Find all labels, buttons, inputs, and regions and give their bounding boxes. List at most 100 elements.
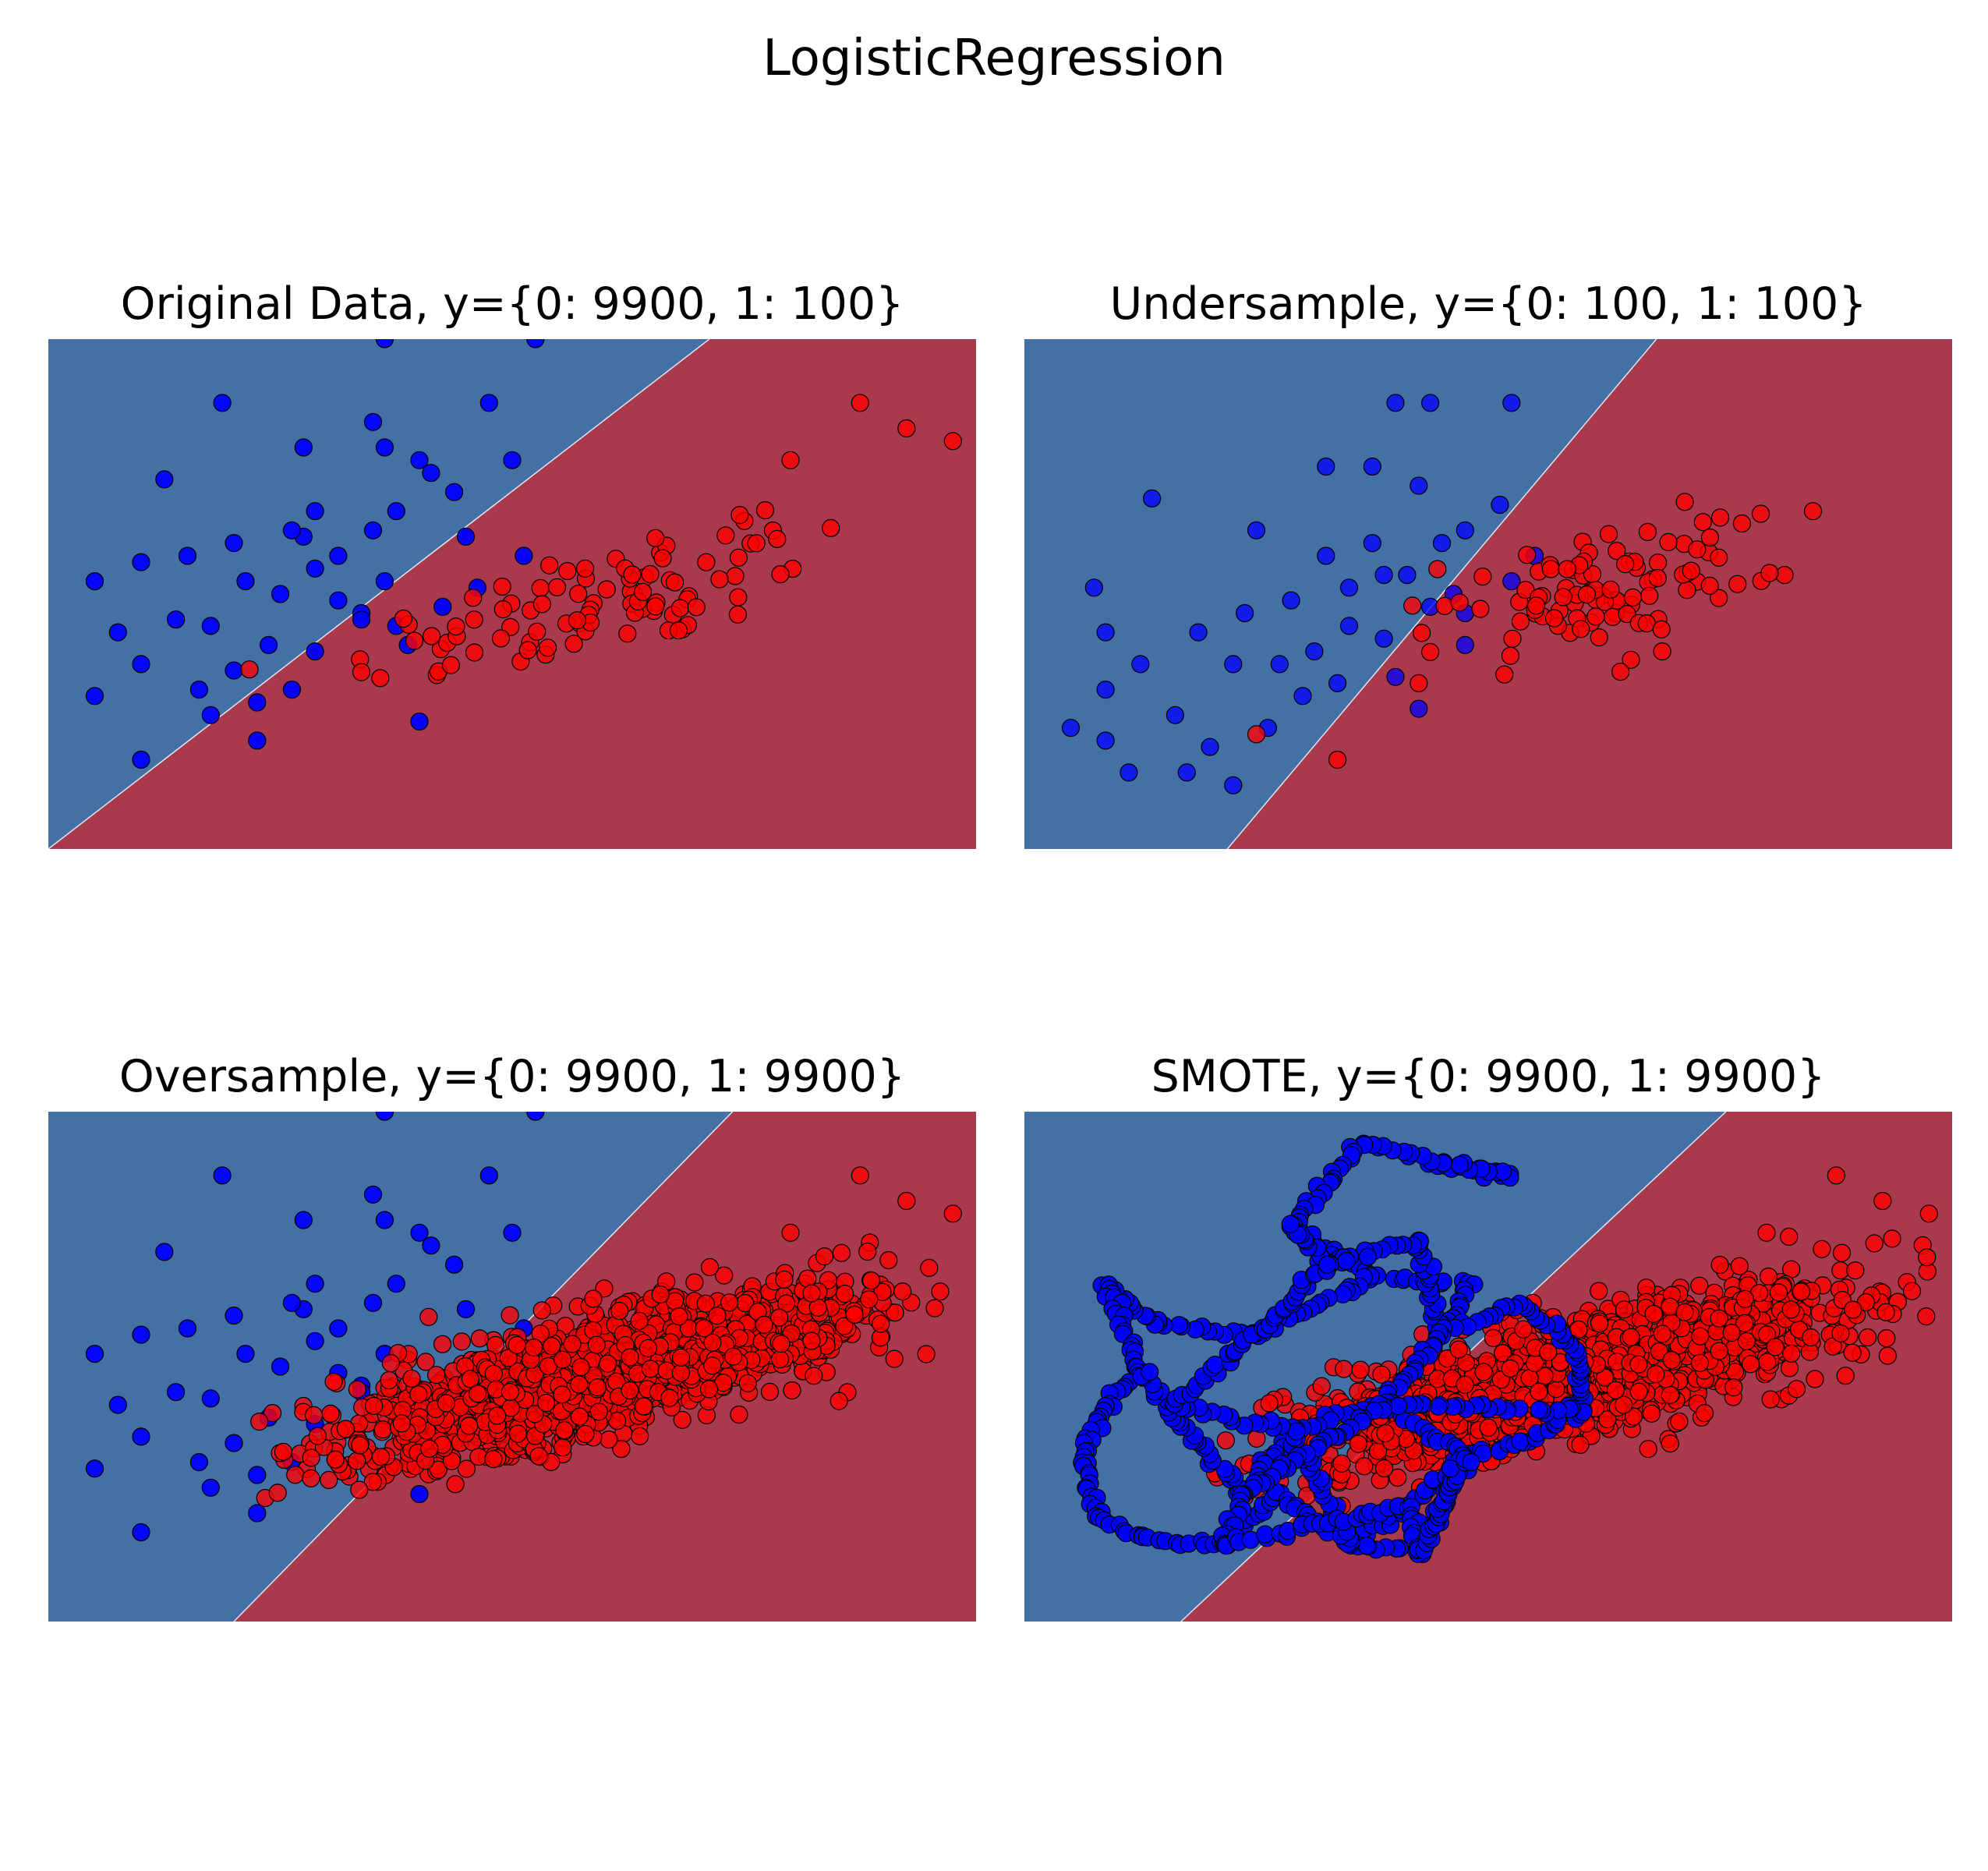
point-class-0: [387, 502, 405, 521]
point-class-1: [943, 432, 962, 451]
point-class-1: [486, 1335, 505, 1354]
point-class-1: [1590, 1314, 1609, 1333]
point-class-1: [452, 1332, 471, 1351]
point-class-1: [416, 1353, 435, 1371]
point-class-1: [305, 1406, 324, 1424]
point-class-0: [201, 1389, 220, 1408]
point-class-1: [917, 1345, 936, 1363]
point-class-1: [373, 1420, 392, 1439]
point-class-1: [651, 1285, 670, 1304]
point-class-1: [351, 1436, 370, 1455]
point-class-1: [802, 1284, 821, 1303]
point-class-1: [1332, 1454, 1351, 1473]
point-class-1: [1831, 1324, 1850, 1342]
point-class-1: [653, 549, 672, 568]
point-class-0: [225, 661, 243, 680]
point-class-0: [132, 655, 150, 674]
point-class-0: [1256, 1525, 1275, 1544]
point-class-1: [501, 1382, 520, 1402]
point-class-1: [638, 1339, 658, 1357]
point-class-1: [1710, 589, 1728, 607]
point-class-1: [1735, 1289, 1755, 1308]
point-class-0: [282, 1293, 301, 1312]
point-class-1: [499, 1349, 518, 1367]
point-class-0: [1166, 706, 1184, 724]
point-class-1: [532, 1301, 551, 1320]
point-class-1: [1514, 1320, 1533, 1339]
point-class-1: [1571, 1435, 1590, 1454]
point-class-1: [600, 1430, 618, 1449]
point-class-0: [1386, 394, 1405, 412]
point-class-1: [363, 1473, 382, 1491]
point-class-0: [248, 731, 267, 750]
point-class-0: [1061, 719, 1081, 737]
point-class-1: [553, 1350, 572, 1369]
point-class-0: [1201, 737, 1219, 756]
point-class-1: [555, 1420, 574, 1440]
point-class-1: [1690, 1353, 1710, 1372]
point-class-0: [410, 1223, 429, 1242]
point-class-1: [1737, 1332, 1756, 1350]
point-class-1: [1710, 1309, 1728, 1328]
scatter-plot: [48, 1112, 976, 1622]
point-class-0: [1530, 1400, 1548, 1419]
point-class-1: [558, 561, 577, 581]
point-class-1: [1541, 560, 1560, 578]
point-class-1: [805, 1367, 823, 1385]
point-class-0: [456, 527, 476, 546]
point-class-0: [329, 591, 348, 610]
point-class-1: [1640, 586, 1659, 605]
point-class-1: [589, 1402, 608, 1421]
point-class-1: [484, 1364, 503, 1383]
point-class-1: [815, 1247, 834, 1266]
point-class-1: [634, 1397, 653, 1416]
point-class-0: [132, 1427, 150, 1446]
point-class-0: [1096, 681, 1115, 699]
point-class-1: [302, 1469, 320, 1487]
point-class-1: [598, 1354, 617, 1373]
point-class-0: [363, 1185, 383, 1204]
point-class-1: [1349, 1434, 1367, 1453]
point-class-1: [380, 1371, 398, 1390]
point-class-0: [201, 617, 220, 635]
point-class-1: [768, 529, 787, 548]
point-class-1: [1792, 1282, 1811, 1301]
point-class-1: [1758, 1353, 1777, 1371]
point-class-0: [167, 610, 186, 629]
point-class-1: [1450, 593, 1469, 612]
point-class-1: [1644, 1304, 1663, 1323]
point-class-0: [85, 687, 104, 706]
point-class-1: [1813, 1240, 1831, 1258]
point-class-0: [201, 1478, 220, 1497]
point-class-1: [302, 1448, 320, 1467]
point-class-1: [1682, 561, 1700, 580]
point-class-1: [1435, 596, 1454, 615]
point-class-1: [1501, 646, 1520, 665]
point-class-1: [1761, 1390, 1780, 1409]
point-class-1: [1919, 1204, 1938, 1223]
point-class-0: [1169, 1316, 1188, 1335]
point-class-1: [708, 1307, 727, 1325]
point-class-1: [670, 1307, 688, 1326]
point-class-1: [1710, 548, 1728, 567]
point-class-1: [1732, 514, 1752, 533]
point-class-0: [1432, 534, 1452, 553]
point-class-0: [282, 681, 301, 699]
point-class-1: [1710, 1342, 1728, 1360]
point-class-1: [1803, 502, 1823, 521]
point-class-0: [1224, 776, 1243, 794]
panel-title: Oversample, y={0: 9900, 1: 9900}: [119, 1051, 906, 1102]
point-class-1: [1484, 1328, 1503, 1347]
point-class-1: [720, 1293, 739, 1312]
point-class-1: [1639, 1440, 1657, 1459]
point-class-1: [528, 622, 547, 641]
panel-title: SMOTE, y={0: 9900, 1: 9900}: [1151, 1051, 1826, 1102]
region-class-0: [1024, 339, 1657, 849]
scatter-plot: [1024, 1112, 1952, 1622]
point-class-1: [547, 578, 567, 596]
point-class-1: [1449, 1340, 1468, 1359]
point-class-1: [730, 506, 749, 525]
point-class-1: [1735, 1314, 1754, 1332]
point-class-1: [1700, 528, 1720, 547]
point-class-1: [1554, 588, 1572, 607]
